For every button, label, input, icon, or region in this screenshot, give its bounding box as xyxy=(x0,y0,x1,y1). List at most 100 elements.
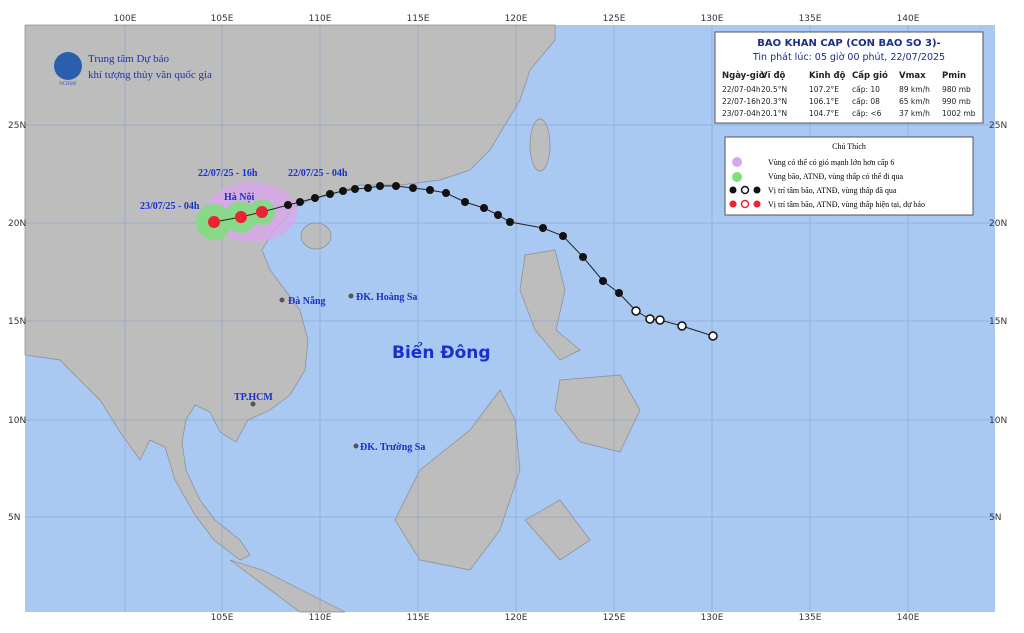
lat-label: 10N xyxy=(989,416,1007,426)
place-label: Biển Đông xyxy=(392,341,491,363)
lon-label: 135E xyxy=(799,613,822,623)
place-label: Hà Nội xyxy=(224,192,255,203)
past-point xyxy=(326,190,334,198)
past-point xyxy=(426,186,434,194)
past-point xyxy=(376,182,384,190)
legend-item: Vị trí tâm bão, ATNĐ, vùng thấp hiện tại… xyxy=(768,200,925,209)
lon-label: 120E xyxy=(505,613,528,623)
table-header: Cấp gió xyxy=(852,70,888,81)
place-label: 22/07/25 - 04h xyxy=(288,168,348,179)
past-point xyxy=(480,204,488,212)
past-point xyxy=(351,185,359,193)
past-point xyxy=(655,315,665,325)
lon-label: 105E xyxy=(211,14,234,24)
table-cell: 20.5°N xyxy=(761,85,787,94)
past-point xyxy=(645,314,655,324)
place-dot xyxy=(279,297,285,303)
table-cell: 37 km/h xyxy=(899,109,930,118)
lon-label: 110E xyxy=(309,613,332,623)
table-cell: cấp: 10 xyxy=(852,85,880,94)
lon-label: 110E xyxy=(309,14,332,24)
place-label: 23/07/25 - 04h xyxy=(140,201,200,212)
logo: NCHMF Trung tâm Dự báo khí tượng thủy vă… xyxy=(54,52,212,87)
lat-label: 15N xyxy=(8,317,26,327)
lon-label: 125E xyxy=(603,613,626,623)
lat-label: 20N xyxy=(8,219,26,229)
place-dot xyxy=(348,293,354,299)
place-label: ĐK. Hoàng Sa xyxy=(356,292,417,303)
place-label: ĐK. Trường Sa xyxy=(360,442,425,453)
past-point xyxy=(559,232,567,240)
lon-label: 140E xyxy=(897,613,920,623)
bulletin-issued: Tin phát lúc: 05 giờ 00 phút, 22/07/2025 xyxy=(752,52,945,63)
table-header: Vĩ độ xyxy=(761,71,786,81)
past-point xyxy=(284,201,292,209)
lat-label: 25N xyxy=(8,121,26,131)
legend-box xyxy=(724,136,974,216)
table-cell: 20.3°N xyxy=(761,97,787,106)
lon-label: 140E xyxy=(897,14,920,24)
table-header: Ngày-giờ xyxy=(722,70,766,81)
table-cell: 20.1°N xyxy=(761,109,787,118)
table-cell: 22/07-16h xyxy=(722,97,761,106)
lat-label: 5N xyxy=(989,513,1001,523)
bulletin-title: BAO KHAN CAP (CON BAO SO 3)- xyxy=(757,38,940,49)
past-point xyxy=(579,253,587,261)
lat-label: 5N xyxy=(8,513,20,523)
places: 22/07/25 - 16h 22/07/25 - 04h 23/07/25 - 0… xyxy=(140,168,491,453)
lon-label: 125E xyxy=(603,14,626,24)
past-point xyxy=(631,306,641,316)
past-point xyxy=(506,218,514,226)
legend: Chú Thích Vùng có thể có gió mạnh lớn hơ… xyxy=(724,136,974,216)
forecast-points xyxy=(208,206,268,228)
legend-item: Vùng bão, ATNĐ, vùng thấp có thể đi qua xyxy=(768,172,904,181)
table-cell: 104.7°E xyxy=(809,109,839,118)
past-point xyxy=(296,198,304,206)
lon-label: 120E xyxy=(505,14,528,24)
lon-label: 100E xyxy=(114,14,137,24)
lat-label: 15N xyxy=(989,317,1007,327)
table-cell: 106.1°E xyxy=(809,97,839,106)
table-cell: 22/07-04h xyxy=(722,85,761,94)
past-point xyxy=(461,198,469,206)
place-label: TP.HCM xyxy=(234,392,273,403)
lon-label: 115E xyxy=(407,613,430,623)
past-point xyxy=(599,277,607,285)
axes: 100E 105E 110E 115E 120E 125E 130E 135E 140E 105E… xyxy=(8,14,1007,623)
place-label: 22/07/25 - 16h xyxy=(198,168,258,179)
table-cell: 1002 mb xyxy=(942,109,976,118)
org-name: Trung tâm Dự báo xyxy=(88,53,170,65)
table-header: Pmin xyxy=(942,71,966,81)
past-point xyxy=(539,224,547,232)
bulletin-box xyxy=(714,31,984,124)
lat-label: 10N xyxy=(8,416,26,426)
past-point xyxy=(442,189,450,197)
place-dot xyxy=(353,443,359,449)
lon-label: 115E xyxy=(407,14,430,24)
past-point xyxy=(615,289,623,297)
past-point xyxy=(364,184,372,192)
past-point xyxy=(494,211,502,219)
table-header: Vmax xyxy=(899,71,926,81)
org-name: khí tượng thủy văn quốc gia xyxy=(88,69,212,81)
land xyxy=(24,24,641,613)
bulletin: BAO KHAN CAP (CON BAO SO 3)- Tin phát lú… xyxy=(714,31,984,124)
table-cell: cấp: <6 xyxy=(852,109,882,118)
table-cell: cấp: 08 xyxy=(852,97,880,106)
legend-title: Chú Thích xyxy=(832,142,866,151)
lon-label: 130E xyxy=(701,14,724,24)
past-point xyxy=(392,182,400,190)
lon-label: 135E xyxy=(799,14,822,24)
legend-item: Vùng có thể có gió mạnh lớn hơn cấp 6 xyxy=(768,158,894,167)
track-points xyxy=(284,182,718,341)
lat-label: 25N xyxy=(989,121,1007,131)
past-point xyxy=(339,187,347,195)
place-label: Đà Nẵng xyxy=(288,296,326,307)
past-point xyxy=(409,184,417,192)
place-dot xyxy=(250,401,256,407)
table-cell: 65 km/h xyxy=(899,97,930,106)
lat-label: 20N xyxy=(989,219,1007,229)
legend-item: Vị trí tâm bão, ATNĐ, vùng thấp đã qua xyxy=(768,186,897,195)
table-cell: 23/07-04h xyxy=(722,109,761,118)
